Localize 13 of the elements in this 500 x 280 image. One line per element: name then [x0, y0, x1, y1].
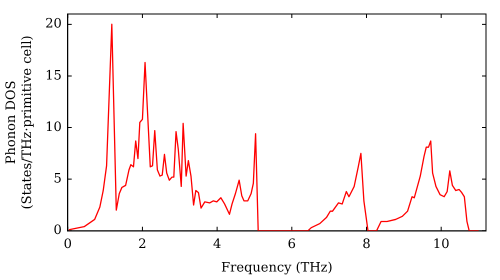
x-axis-title: Frequency (THz) — [221, 260, 333, 276]
y-tick-label: 20 — [45, 16, 62, 32]
y-axis-title: Phonon DOS (States/THz·primitive cell) — [4, 35, 35, 210]
x-tick-label: 0 — [64, 236, 72, 252]
x-tick-label: 6 — [288, 236, 296, 252]
x-tick-label: 2 — [138, 236, 147, 252]
x-tick-label: 4 — [212, 236, 222, 252]
y-tick-label: 15 — [45, 68, 62, 84]
y-tick-label: 5 — [53, 172, 62, 187]
x-tick-label: 10 — [432, 236, 450, 252]
y-tick-label: 0 — [53, 223, 62, 238]
y-tick-label: 10 — [45, 120, 62, 135]
x-tick-label: 8 — [362, 236, 371, 252]
